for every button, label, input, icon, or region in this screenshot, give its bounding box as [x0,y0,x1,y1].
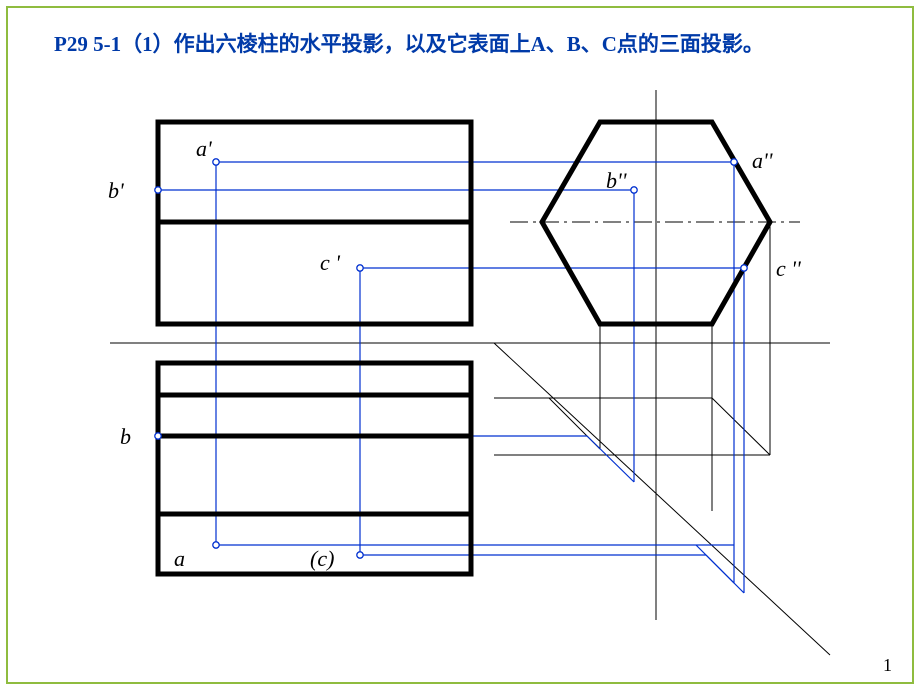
point-label-b_prime: b' [108,178,124,204]
slide: P29 5-1（1）作出六棱柱的水平投影，以及它表面上A、B、C点的三面投影。 … [0,0,920,690]
point-label-b: b [120,424,131,450]
page-number: 1 [883,655,892,676]
point-label-b_dprime: b'' [606,168,626,194]
point-label-c_prime: c ' [320,250,340,276]
point-label-c: (c) [310,546,334,572]
point-label-c_dprime: c '' [776,256,801,282]
point-label-a_dprime: a'' [752,148,772,174]
point-label-a: a [174,546,185,572]
point-label-a_prime: a' [196,136,212,162]
engineering-drawing [0,0,920,690]
